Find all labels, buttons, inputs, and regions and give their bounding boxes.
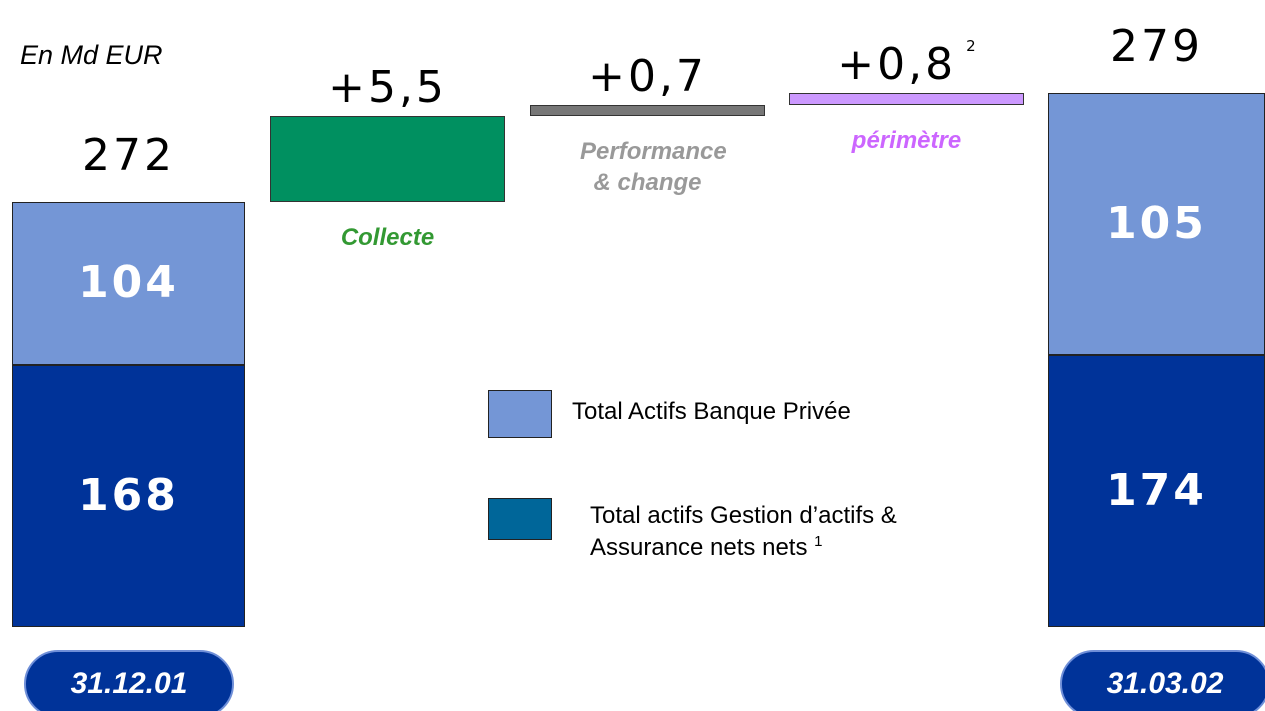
step-value-label: +0,7 (530, 55, 765, 99)
legend-swatch (488, 498, 552, 540)
total-label: 272 (82, 130, 175, 181)
date-pill: 31.12.01 (24, 650, 234, 711)
legend-text: Total Actifs Banque Privée (572, 396, 872, 428)
segment-label: 104 (78, 257, 179, 309)
step-name: Collecte (340, 224, 435, 251)
step-value-text: +0,7 (588, 51, 707, 103)
legend-swatch (488, 390, 552, 438)
bar-segment (1048, 355, 1265, 627)
segment-label: 168 (78, 469, 179, 521)
step-bar (270, 116, 505, 202)
bar-segment (12, 364, 245, 627)
step-name: Performance & change (580, 138, 727, 197)
step-bar (789, 92, 1024, 106)
footnote-marker: 1 (814, 533, 823, 551)
bar-segment (12, 202, 245, 365)
unit-label: En Md EUR (20, 40, 163, 70)
step-bar (530, 105, 765, 117)
step-value-label: +0,8 2 (789, 39, 1024, 87)
footnote-marker: 2 (966, 37, 976, 56)
total-label: 279 (1110, 20, 1203, 72)
segment-label: 105 (1106, 197, 1207, 249)
segment-label: 174 (1106, 465, 1207, 517)
step-value-text: +5,5 (328, 62, 447, 114)
date-pill: 31.03.02 (1060, 650, 1265, 711)
step-name: périmètre (851, 127, 962, 155)
legend-name: Total actifs Gestion d’actifs & Assuranc… (590, 502, 897, 562)
step-value-label: +5,5 (270, 66, 505, 110)
legend-name: Total Actifs Banque Privée (572, 398, 851, 425)
bar-segment (1048, 92, 1265, 356)
legend-text: Total actifs Gestion d’actifs & Assuranc… (590, 500, 1010, 565)
step-value-text: +0,8 (837, 38, 957, 90)
